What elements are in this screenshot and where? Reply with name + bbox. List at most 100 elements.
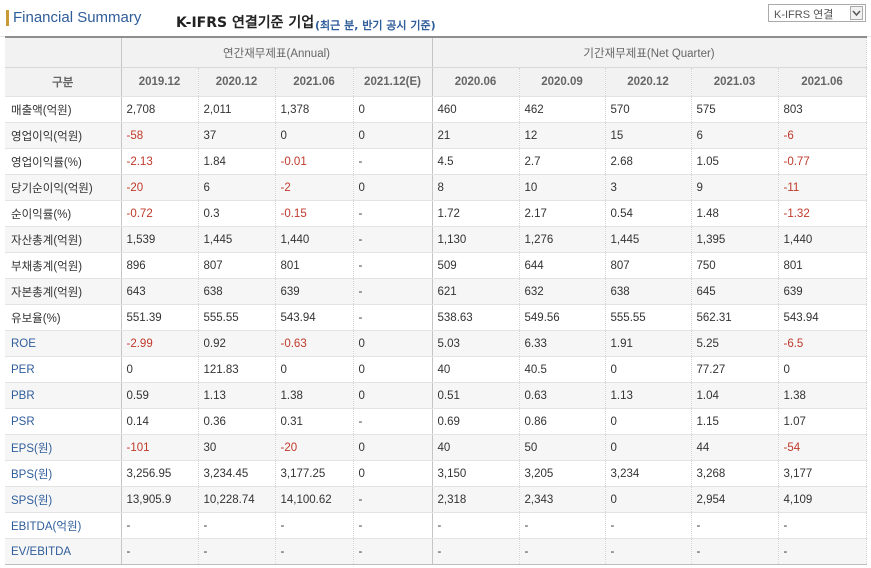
row-label: EBITDA(억원) <box>5 512 122 539</box>
table-cell: 1,445 <box>605 226 692 253</box>
table-cell: 10,228.74 <box>198 486 276 513</box>
table-cell: 0 <box>353 356 433 383</box>
column-header: 2021.12(E) <box>353 67 433 97</box>
table-cell: -1.32 <box>778 200 867 227</box>
row-label: 순이익률(%) <box>5 200 122 227</box>
table-cell: 1,445 <box>198 226 276 253</box>
table-cell: 1.48 <box>691 200 779 227</box>
table-cell: 1,378 <box>275 96 354 123</box>
table-cell: -20 <box>121 174 199 201</box>
row-label: 당기순이익(억원) <box>5 174 122 201</box>
table-cell: 551.39 <box>121 304 199 331</box>
table-cell: 0.69 <box>432 408 520 435</box>
table-cell: - <box>121 512 199 539</box>
chevron-down-icon[interactable] <box>850 6 863 20</box>
table-cell: - <box>353 304 433 331</box>
table-cell: 30 <box>198 434 276 461</box>
table-row: 자본총계(억원) 643 638 639-621 632 638 645 639 <box>5 278 867 305</box>
table-cell: 1.05 <box>691 148 779 175</box>
table-cell: 0.59 <box>121 382 199 409</box>
table-cell: 3,268 <box>691 460 779 487</box>
table-cell: 0 <box>353 96 433 123</box>
table-cell: 2,011 <box>198 96 276 123</box>
table-cell: 1.84 <box>198 148 276 175</box>
table-row: 자산총계(억원) 1,539 1,445 1,440-1,130 1,276 1,445 1… <box>5 226 867 253</box>
table-cell: -0.72 <box>121 200 199 227</box>
column-header: 2021.03 <box>691 67 779 97</box>
table-cell: 0 <box>121 356 199 383</box>
table-cell: 15 <box>605 122 692 149</box>
column-header: 2021.06 <box>778 67 867 97</box>
row-label: ROE <box>5 330 122 357</box>
row-label: PBR <box>5 382 122 409</box>
table-cell: 645 <box>691 278 779 305</box>
table-cell: 638 <box>605 278 692 305</box>
table-row: 영업이익(억원) -58 37 0 0 21 12 15 6 -6 <box>5 122 867 149</box>
table-cell: 639 <box>778 278 867 305</box>
table-cell: - <box>353 408 433 435</box>
table-cell: 3,256.95 <box>121 460 199 487</box>
table-cell: - <box>353 486 433 513</box>
table-cell: 12 <box>519 122 606 149</box>
table-cell: 2.7 <box>519 148 606 175</box>
table-cell: 8 <box>432 174 520 201</box>
table-cell: 639 <box>275 278 354 305</box>
table-cell: - <box>353 200 433 227</box>
table-cell: 4.5 <box>432 148 520 175</box>
table-cell: 2,708 <box>121 96 199 123</box>
table-cell: 6.33 <box>519 330 606 357</box>
table-cell: 2,954 <box>691 486 779 513</box>
table-cell: 6 <box>691 122 779 149</box>
table-row: 매출액(억원) 2,708 2,011 1,378 0 460 462 570 575 803 <box>5 96 867 123</box>
accounting-basis-select[interactable]: K-IFRS 연결 <box>768 4 866 22</box>
table-cell: 21 <box>432 122 520 149</box>
table-cell: 0 <box>353 122 433 149</box>
table-cell: 0 <box>275 122 354 149</box>
table-cell: 549.56 <box>519 304 606 331</box>
table-row: 당기순이익(억원) -20 6 -2 0 8 10 3 9 -11 <box>5 174 867 201</box>
table-cell: -11 <box>778 174 867 201</box>
row-label: 영업이익(억원) <box>5 122 122 149</box>
table-cell: 555.55 <box>198 304 276 331</box>
table-cell: - <box>353 252 433 279</box>
table-cell: 40 <box>432 434 520 461</box>
column-header: 2020.09 <box>519 67 606 97</box>
table-cell: 643 <box>121 278 199 305</box>
table-cell: - <box>353 148 433 175</box>
table-cell: - <box>605 512 692 539</box>
table-cell: 0 <box>605 434 692 461</box>
table-cell: 0 <box>605 408 692 435</box>
table-row: EPS(원) -101 30 -20 0 40 50 0 44 -54 <box>5 434 867 461</box>
row-label: 자본총계(억원) <box>5 278 122 305</box>
title-accent-bar <box>6 10 9 26</box>
table-cell: 807 <box>605 252 692 279</box>
table-cell: 3 <box>605 174 692 201</box>
table-cell: 77.27 <box>691 356 779 383</box>
table-cell: - <box>691 538 779 565</box>
table-cell: 0.14 <box>121 408 199 435</box>
section-subtitle: K-IFRS 연결기준 기업 <box>176 15 315 31</box>
table-cell: 1,440 <box>778 226 867 253</box>
table-cell: 0 <box>353 330 433 357</box>
table-cell: - <box>519 538 606 565</box>
table-cell: 1,395 <box>691 226 779 253</box>
table-cell: 3,205 <box>519 460 606 487</box>
table-cell: 14,100.62 <box>275 486 354 513</box>
table-cell: - <box>605 538 692 565</box>
table-cell: 2.17 <box>519 200 606 227</box>
table-row: 부채총계(억원) 896 807 801-509 644 807 750 801 <box>5 252 867 279</box>
table-cell: 10 <box>519 174 606 201</box>
table-cell: 562.31 <box>691 304 779 331</box>
row-label: EV/EBITDA <box>5 538 122 565</box>
table-row: EBITDA(억원) - - - - - - - - - <box>5 512 867 539</box>
table-cell: 1.04 <box>691 382 779 409</box>
table-cell: 0.92 <box>198 330 276 357</box>
table-cell: 1.91 <box>605 330 692 357</box>
select-value: K-IFRS 연결 <box>774 9 834 21</box>
row-label: EPS(원) <box>5 434 122 461</box>
table-cell: -0.01 <box>275 148 354 175</box>
row-label: 유보율(%) <box>5 304 122 331</box>
table-cell: 5.03 <box>432 330 520 357</box>
table-cell: -6 <box>778 122 867 149</box>
table-cell: 807 <box>198 252 276 279</box>
